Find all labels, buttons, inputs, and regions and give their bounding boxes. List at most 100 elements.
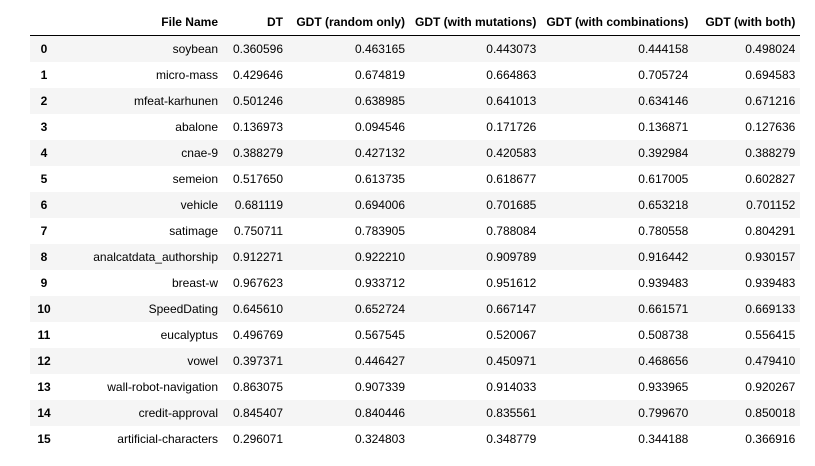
index-header [30,9,58,36]
gdt-random-only-cell: 0.922210 [354,250,405,264]
gdt-random-only-cell: 0.567545 [354,328,405,342]
file-name-cell: soybean [172,42,218,56]
column-header-dt: DT [223,9,288,36]
dt-cell: 0.429646 [232,68,283,82]
row-index: 15 [37,432,51,446]
gdt-with-both-cell: 0.388279 [745,146,796,160]
dt-cell: 0.360596 [232,42,283,56]
gdt-with-combinations-cell: 0.392984 [638,146,689,160]
column-header-gdt-with-combinations: GDT (with combinations) [541,9,694,36]
gdt-with-mutations-cell: 0.914033 [486,380,537,394]
row-index: 7 [40,224,48,238]
gdt-with-combinations-cell: 0.799670 [638,406,689,420]
gdt-random-only-cell: 0.638985 [354,94,405,108]
dt-cell: 0.501246 [232,94,283,108]
results-table: File Name DT GDT (random only) GDT (with… [30,9,801,452]
file-name-cell: wall-robot-navigation [107,380,218,394]
dataframe-output: File Name DT GDT (random only) GDT (with… [30,9,801,452]
dt-cell: 0.681119 [234,198,283,212]
gdt-with-combinations-cell: 0.916442 [638,250,689,264]
gdt-with-mutations-cell: 0.450971 [486,354,537,368]
gdt-with-both-cell: 0.366916 [745,432,796,446]
table-body: 0 soybean 0.360596 0.463165 0.443073 0.444158… [30,35,801,452]
dt-cell: 0.845407 [232,406,283,420]
file-name-cell: analcatdata_authorship [93,250,218,264]
dt-cell: 0.912271 [232,250,283,264]
table-row: 9 breast-w 0.967623 0.933712 0.951612 0.93948… [30,270,801,296]
gdt-with-combinations-cell: 0.933965 [638,380,689,394]
table-row: 2 mfeat-karhunen 0.501246 0.638985 0.641013 0… [30,88,801,114]
column-header-file-name: File Name [58,9,223,36]
gdt-random-only-cell: 0.694006 [354,198,405,212]
gdt-with-combinations-cell: 0.508738 [638,328,689,342]
file-name-cell: breast-w [171,276,218,290]
gdt-with-mutations-cell: 0.420583 [486,146,537,160]
gdt-random-only-cell: 0.324803 [354,432,405,446]
gdt-with-mutations-cell: 0.788084 [486,224,537,238]
file-name-cell: SpeedDating [148,302,218,316]
gdt-random-only-cell: 0.907339 [354,380,405,394]
gdt-with-both-cell: 0.127636 [745,120,796,134]
gdt-random-only-cell: 0.427132 [354,146,405,160]
table-row: 10 SpeedDating 0.645610 0.652724 0.667147 0.6… [30,296,801,322]
file-name-cell: credit-approval [138,406,218,420]
gdt-random-only-cell: 0.613735 [354,172,405,186]
gdt-with-both-cell: 0.669133 [745,302,796,316]
column-header-gdt-with-mutations: GDT (with mutations) [410,9,542,36]
file-name-cell: vowel [187,354,218,368]
gdt-with-mutations-cell: 0.701685 [486,198,537,212]
dt-cell: 0.967623 [232,276,283,290]
gdt-with-combinations-cell: 0.634146 [638,94,689,108]
row-index: 4 [40,146,48,160]
row-index: 2 [40,94,48,108]
column-header-gdt-with-both: GDT (with both) [693,9,801,36]
table-row: 11 eucalyptus 0.496769 0.567545 0.520067 0.50… [30,322,801,348]
dt-cell: 0.496769 [232,328,283,342]
row-index: 0 [40,42,48,56]
gdt-with-combinations-cell: 0.617005 [638,172,689,186]
table-row: 7 satimage 0.750711 0.783905 0.788084 0.78055… [30,218,801,244]
file-name-cell: abalone [175,120,218,134]
file-name-cell: artificial-characters [117,432,218,446]
table-row: 15 artificial-characters 0.296071 0.324803 0… [30,426,801,452]
table-row: 12 vowel 0.397371 0.446427 0.450971 0.468656 0… [30,348,801,374]
table-row: 5 semeion 0.517650 0.613735 0.618677 0.617005… [30,166,801,192]
gdt-with-combinations-cell: 0.136871 [638,120,689,134]
table-header: File Name DT GDT (random only) GDT (with… [30,9,801,36]
gdt-with-combinations-cell: 0.653218 [638,198,689,212]
column-header-gdt-random-only: GDT (random only) [288,9,410,36]
table-row: 4 cnae-9 0.388279 0.427132 0.420583 0.392984 0… [30,140,801,166]
gdt-random-only-cell: 0.840446 [354,406,405,420]
gdt-with-both-cell: 0.701152 [746,198,796,212]
table-row: 6 vehicle 0.681119 0.694006 0.701685 0.653218… [30,192,801,218]
gdt-random-only-cell: 0.094546 [354,120,405,134]
gdt-with-both-cell: 0.602827 [745,172,796,186]
gdt-with-combinations-cell: 0.939483 [638,276,689,290]
file-name-cell: mfeat-karhunen [133,94,218,108]
gdt-with-both-cell: 0.804291 [745,224,796,238]
gdt-with-mutations-cell: 0.909789 [486,250,537,264]
row-index: 9 [40,276,48,290]
gdt-with-both-cell: 0.850018 [745,406,796,420]
row-index: 11 [37,328,51,342]
row-index: 12 [37,354,51,368]
gdt-with-both-cell: 0.498024 [745,42,796,56]
gdt-with-mutations-cell: 0.835561 [486,406,537,420]
dt-cell: 0.296071 [232,432,283,446]
gdt-with-both-cell: 0.694583 [745,68,796,82]
gdt-with-mutations-cell: 0.667147 [486,302,537,316]
gdt-random-only-cell: 0.446427 [354,354,405,368]
gdt-with-both-cell: 0.671216 [745,94,796,108]
table-row: 3 abalone 0.136973 0.094546 0.171726 0.136871… [30,114,801,140]
table-row: 14 credit-approval 0.845407 0.840446 0.83556… [30,400,801,426]
gdt-random-only-cell: 0.674819 [354,68,405,82]
file-name-cell: satimage [169,224,218,238]
row-index: 3 [40,120,48,134]
gdt-with-mutations-cell: 0.171726 [486,120,537,134]
gdt-with-combinations-cell: 0.661571 [638,302,689,316]
gdt-with-combinations-cell: 0.344188 [638,432,689,446]
gdt-with-mutations-cell: 0.664863 [486,68,537,82]
gdt-with-mutations-cell: 0.443073 [486,42,537,56]
gdt-random-only-cell: 0.652724 [354,302,405,316]
gdt-with-both-cell: 0.920267 [745,380,796,394]
